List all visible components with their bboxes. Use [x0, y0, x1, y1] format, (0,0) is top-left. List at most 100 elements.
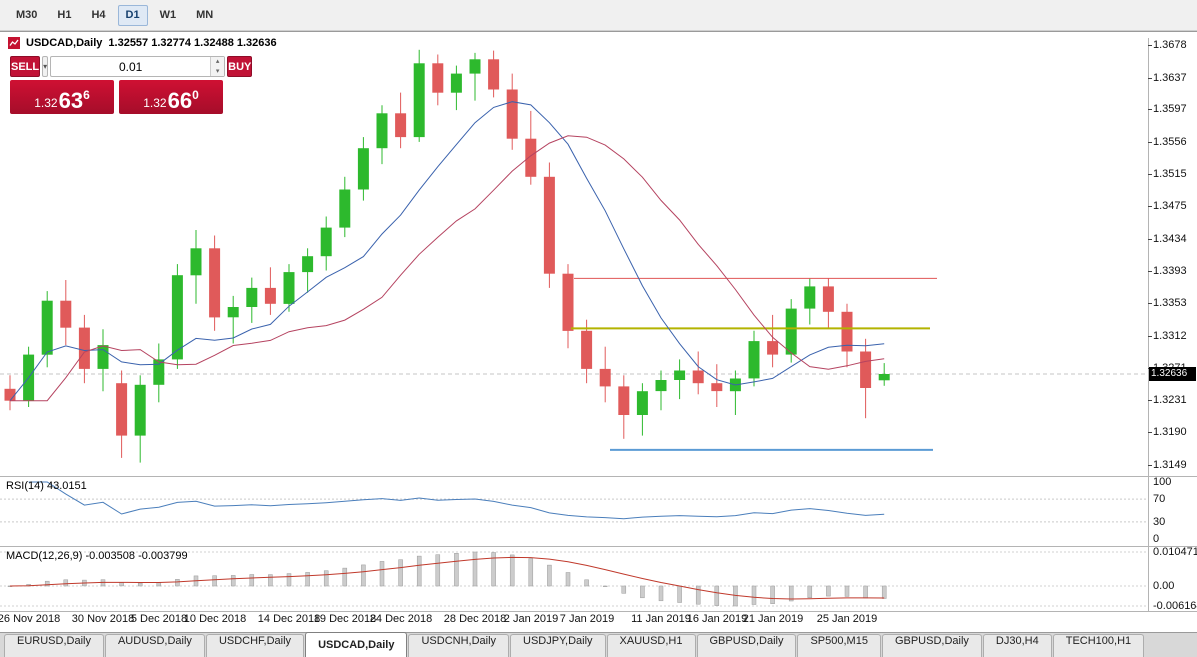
- date-axis-label: 19 Dec 2018: [313, 613, 377, 625]
- macd-label: MACD(12,26,9) -0.003508 -0.003799: [6, 550, 188, 562]
- rsi-axis-label: 30: [1153, 516, 1166, 528]
- macd-signal-line: [9, 556, 885, 600]
- price-axis-label: 1.3353: [1153, 297, 1187, 309]
- rsi-label: RSI(14) 43.0151: [6, 480, 87, 492]
- price-axis-label: 1.3475: [1153, 200, 1187, 212]
- date-axis-label: 10 Dec 2018: [183, 613, 247, 625]
- chart-tab-XAUUSD-H1[interactable]: XAUUSD,H1: [606, 634, 696, 657]
- timeframe-button-D1[interactable]: D1: [117, 4, 148, 26]
- ask-price-button[interactable]: 1.32 66 0: [119, 80, 223, 114]
- chart-tab-USDCNH-Daily[interactable]: USDCNH,Daily: [408, 634, 510, 657]
- date-axis-label: 24 Dec 2018: [369, 613, 433, 625]
- chart-tab-TECH100-H1[interactable]: TECH100,H1: [1052, 634, 1145, 657]
- timeframe-button-M30[interactable]: M30: [8, 5, 45, 26]
- panel-splitter-macd[interactable]: [0, 546, 1197, 547]
- date-axis-label: 28 Dec 2018: [443, 613, 507, 625]
- macd-axis-label: -0.006164: [1153, 600, 1197, 612]
- price-axis-tick: [1148, 174, 1152, 175]
- price-axis-label: 1.3515: [1153, 168, 1187, 180]
- date-axis-label: 2 Jan 2019: [503, 613, 559, 625]
- price-axis-tick: [1148, 271, 1152, 272]
- candlestick-series: [4, 49, 890, 463]
- timeframe-button-MN[interactable]: MN: [188, 5, 221, 26]
- chart-tab-USDCAD-Daily[interactable]: USDCAD,Daily: [305, 632, 408, 657]
- price-axis-tick: [1148, 109, 1152, 110]
- panel-splitter-rsi[interactable]: [0, 476, 1197, 477]
- chart-window: [0, 31, 1197, 632]
- volume-field[interactable]: ▴ ▾: [50, 56, 226, 77]
- date-axis-label: 5 Dec 2018: [130, 613, 188, 625]
- price-axis-tick: [1148, 45, 1152, 46]
- chart-tab-AUDUSD-Daily[interactable]: AUDUSD,Daily: [104, 634, 205, 657]
- price-axis-label: 1.3434: [1153, 233, 1187, 245]
- timeframe-toolbar: M30 H1 H4 D1 W1 MN: [0, 0, 1197, 31]
- chart-title-quotes: 1.32557 1.32774 1.32488 1.32636: [108, 37, 277, 49]
- chart-icon: [8, 37, 20, 49]
- date-axis-label: 7 Jan 2019: [559, 613, 615, 625]
- date-axis-label: 30 Nov 2018: [71, 613, 135, 625]
- price-chart-canvas[interactable]: [0, 38, 1148, 476]
- timeframe-button-H4[interactable]: H4: [83, 5, 113, 26]
- ma-slow-line[interactable]: [10, 135, 885, 402]
- price-axis-separator: [1148, 38, 1149, 611]
- macd-histogram: [7, 551, 887, 607]
- chart-tab-GBPUSD-Daily[interactable]: GBPUSD,Daily: [881, 634, 982, 657]
- price-axis-label: 1.3190: [1153, 426, 1187, 438]
- price-axis-label: 1.3556: [1153, 136, 1187, 148]
- date-axis-label: 16 Jan 2019: [686, 613, 748, 625]
- price-axis-label: 1.3678: [1153, 39, 1187, 51]
- timeframe-button-H1[interactable]: H1: [49, 5, 79, 26]
- buy-button[interactable]: BUY: [227, 56, 253, 77]
- chevron-down-icon: ▾: [43, 61, 48, 71]
- price-axis-tick: [1148, 336, 1152, 337]
- timeframe-button-W1[interactable]: W1: [152, 5, 185, 26]
- volume-input[interactable]: [51, 57, 211, 76]
- price-axis-label: 1.3393: [1153, 265, 1187, 277]
- volume-decrease-button[interactable]: ▾: [211, 66, 225, 76]
- chart-tab-DJ30-H4[interactable]: DJ30,H4: [982, 634, 1052, 657]
- price-axis-tick: [1148, 303, 1152, 304]
- price-axis-tick: [1148, 239, 1152, 240]
- current-price-tag: 1.32636: [1149, 367, 1196, 381]
- chart-tab-USDJPY-Daily[interactable]: USDJPY,Daily: [510, 634, 606, 657]
- rsi-axis-label: 0: [1153, 533, 1160, 545]
- macd-axis-label: 0.010471: [1153, 546, 1197, 558]
- date-axis-label: 11 Jan 2019: [631, 613, 691, 625]
- volume-dropdown-button[interactable]: ▾: [42, 56, 49, 77]
- price-axis-tick: [1148, 206, 1152, 207]
- price-axis-tick: [1148, 465, 1152, 466]
- sell-button[interactable]: SELL: [10, 56, 41, 77]
- bid-price-big: 63: [58, 88, 84, 113]
- bid-price-prefix: 1.32: [34, 96, 58, 110]
- bid-price-sup: 6: [83, 88, 90, 102]
- date-axis-label: 26 Nov 2018: [0, 613, 61, 625]
- rsi-panel-canvas[interactable]: [0, 478, 1148, 544]
- chart-tab-USDCHF-Daily[interactable]: USDCHF,Daily: [205, 634, 305, 657]
- ma-fast-line[interactable]: [9, 101, 885, 402]
- ask-price-big: 66: [167, 88, 193, 113]
- price-axis-label: 1.3231: [1153, 394, 1187, 406]
- rsi-line: [28, 481, 885, 520]
- volume-increase-button[interactable]: ▴: [211, 57, 225, 67]
- macd-panel-canvas[interactable]: [0, 548, 1148, 610]
- chart-title-symbol: USDCAD,Daily: [26, 37, 103, 49]
- price-axis-tick: [1148, 142, 1152, 143]
- ask-price-prefix: 1.32: [143, 96, 167, 110]
- rsi-axis-label: 100: [1153, 476, 1172, 488]
- date-axis-label: 21 Jan 2019: [742, 613, 804, 625]
- chart-tab-GBPUSD-Daily[interactable]: GBPUSD,Daily: [696, 634, 797, 657]
- date-axis-label: 14 Dec 2018: [257, 613, 321, 625]
- macd-axis-label: 0.00: [1153, 580, 1175, 592]
- price-axis-tick: [1148, 400, 1152, 401]
- price-axis-tick: [1148, 432, 1152, 433]
- bid-price-button[interactable]: 1.32 63 6: [10, 80, 114, 114]
- price-axis-label: 1.3597: [1153, 103, 1187, 115]
- chart-title: USDCAD,Daily 1.32557 1.32774 1.32488 1.3…: [8, 37, 277, 49]
- ask-price-sup: 0: [192, 88, 199, 102]
- bottom-tabbar: EURUSD,Daily AUDUSD,Daily USDCHF,Daily USDC…: [0, 632, 1197, 657]
- chart-tab-EURUSD-Daily[interactable]: EURUSD,Daily: [4, 634, 104, 657]
- chart-tab-SP500-M15[interactable]: SP500,M15: [797, 634, 881, 657]
- date-axis-separator: [0, 611, 1197, 612]
